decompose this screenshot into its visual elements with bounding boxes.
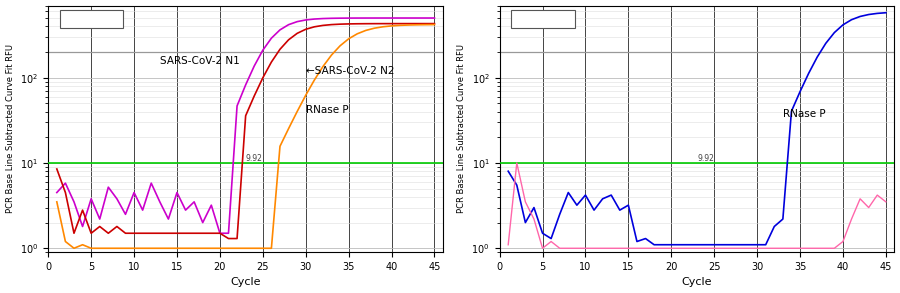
- Text: 9.92: 9.92: [697, 154, 714, 163]
- Text: SARS-CoV-2 N1: SARS-CoV-2 N1: [160, 56, 239, 66]
- Text: RNase P: RNase P: [306, 105, 348, 115]
- X-axis label: Cycle: Cycle: [682, 277, 712, 287]
- X-axis label: Cycle: Cycle: [230, 277, 261, 287]
- Bar: [511, 11, 574, 28]
- Bar: [60, 11, 123, 28]
- Y-axis label: PCR Base Line Subtracted Curve Fit RFU: PCR Base Line Subtracted Curve Fit RFU: [457, 44, 466, 213]
- Text: ←SARS-CoV-2 N2: ←SARS-CoV-2 N2: [306, 66, 394, 76]
- Y-axis label: PCR Base Line Subtracted Curve Fit RFU: PCR Base Line Subtracted Curve Fit RFU: [5, 44, 14, 213]
- Text: RNase P: RNase P: [783, 108, 825, 119]
- Text: 9.92: 9.92: [246, 154, 263, 163]
